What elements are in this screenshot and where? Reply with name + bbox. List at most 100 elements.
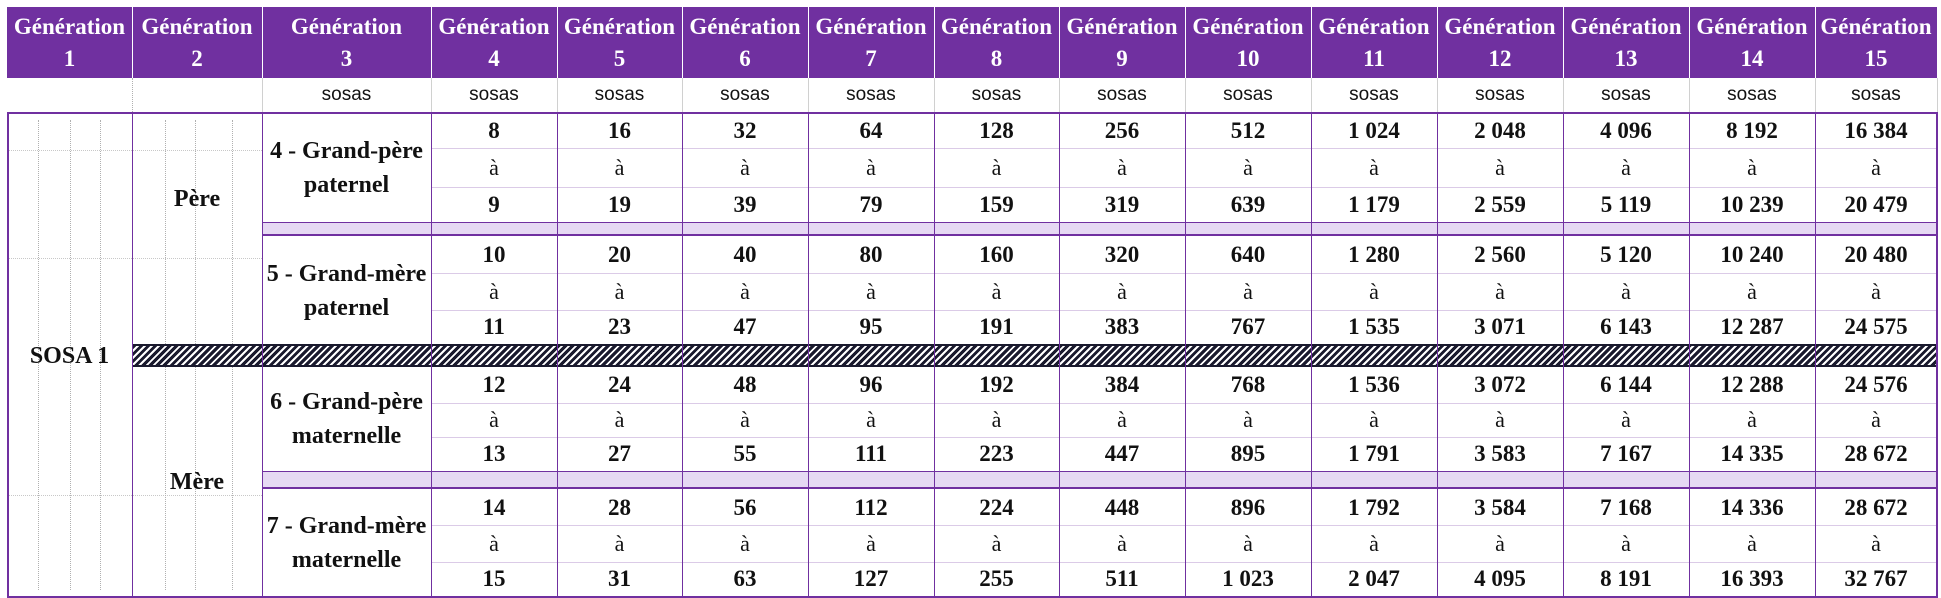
- grid-dotted-line: [7, 258, 262, 259]
- range-connector: à: [1185, 148, 1311, 187]
- grid-dotted-line: [7, 495, 262, 496]
- grid-line: [682, 112, 683, 598]
- grandparent-label-line2: maternelle: [291, 423, 402, 449]
- range-connector-text: à: [1243, 530, 1253, 556]
- range-connector-text: à: [489, 407, 499, 432]
- range-connector: à: [1815, 403, 1937, 437]
- sosa-range-start: 8 192: [1689, 114, 1815, 148]
- column-header: Génération 10: [1185, 7, 1311, 78]
- sosa-range-end-value: 19: [608, 191, 631, 217]
- sosas-label: sosas: [431, 78, 557, 112]
- sosa-range-start: 7 168: [1563, 490, 1689, 525]
- range-connector: à: [1563, 148, 1689, 187]
- range-connector-text: à: [489, 278, 499, 304]
- sosa-range-start-value: 20: [608, 242, 631, 267]
- range-connector: à: [1437, 148, 1563, 187]
- block-separator: [262, 222, 1937, 235]
- grid-line: [934, 78, 935, 112]
- sosa-range-end: 39: [682, 187, 808, 222]
- range-connector-text: à: [1747, 407, 1757, 432]
- sosa-range-end-value: 2 559: [1474, 191, 1526, 217]
- sosa-range-end: 511: [1059, 562, 1185, 596]
- range-connector: à: [557, 148, 682, 187]
- sosa-range-start-value: 4 096: [1600, 118, 1652, 143]
- grandparent-label: 6 - Grand-père maternelle: [262, 367, 431, 471]
- range-connector-text: à: [1871, 278, 1881, 304]
- column-header-number: 1: [63, 45, 76, 71]
- sosa-range-start-value: 20 480: [1844, 242, 1908, 267]
- grid-line: [557, 78, 558, 112]
- range-connector: à: [1689, 525, 1815, 562]
- sosa-range-end-value: 3 583: [1474, 441, 1526, 466]
- sosa-range-start: 1 536: [1311, 367, 1437, 403]
- sosa-range-end-value: 2 047: [1348, 566, 1400, 591]
- range-connector-text: à: [1117, 278, 1127, 304]
- column-header-word: Génération: [1318, 13, 1430, 39]
- column-header-number: 13: [1614, 45, 1638, 71]
- column-header-word: Génération: [13, 13, 126, 39]
- range-connector-text: à: [1369, 407, 1379, 432]
- sosa-range-end-value: 8 191: [1600, 566, 1652, 591]
- grid-dotted-line: [100, 120, 101, 590]
- sosa-range-start-value: 2 048: [1474, 118, 1526, 143]
- range-connector-text: à: [614, 530, 625, 556]
- sosa-range-end-value: 255: [979, 566, 1014, 591]
- sosa-range-end-value: 55: [733, 441, 757, 466]
- grandparent-label: 5 - Grand-mère paternel: [262, 237, 431, 344]
- column-header-word: Génération: [815, 13, 927, 39]
- column-header-number: 15: [1864, 45, 1888, 71]
- range-connector: à: [1563, 273, 1689, 310]
- header-divider: [1059, 7, 1060, 78]
- grid-dotted-line: [132, 78, 133, 112]
- sosa-range-start-value: 112: [854, 494, 888, 520]
- sosa-range-end-value: 767: [1230, 314, 1266, 339]
- range-connector-text: à: [1621, 407, 1631, 432]
- sosa-range-start: 6 144: [1563, 367, 1689, 403]
- sosa-range-end-value: 63: [733, 566, 757, 591]
- sosa-range-end-value: 319: [1104, 191, 1140, 217]
- sosa-range-start: 16: [557, 114, 682, 148]
- header-divider: [1815, 7, 1816, 78]
- grid-line: [1185, 112, 1186, 598]
- range-connector-text: à: [1747, 530, 1757, 556]
- sosa-range-start-value: 5 120: [1600, 242, 1652, 267]
- range-connector: à: [1059, 273, 1185, 310]
- sosa-range-start: 512: [1185, 114, 1311, 148]
- grid-line: [431, 78, 432, 112]
- grid-line: [1937, 78, 1938, 112]
- parent-label-text: Père: [173, 186, 221, 212]
- grid-line: [1437, 112, 1438, 598]
- grid-line: [1437, 78, 1438, 112]
- sosas-label-text: sosas: [469, 84, 519, 105]
- range-connector: à: [1311, 525, 1437, 562]
- range-connector: à: [934, 525, 1059, 562]
- grid-line: [808, 78, 809, 112]
- range-connector-text: à: [1747, 278, 1757, 304]
- range-connector: à: [682, 403, 808, 437]
- sosa-range-start: 2 560: [1437, 237, 1563, 273]
- sosa-range-end: 5 119: [1563, 187, 1689, 222]
- grid-line: [808, 112, 809, 598]
- range-connector-text: à: [1621, 278, 1631, 304]
- range-connector: à: [1437, 273, 1563, 310]
- sosa-range-end: 55: [682, 437, 808, 471]
- sosa-range-start: 1 280: [1311, 237, 1437, 273]
- sosa-range-end-value: 1 791: [1348, 441, 1400, 466]
- sosa-range-start-value: 192: [979, 372, 1014, 397]
- sosa-range-end: 24 575: [1815, 310, 1937, 344]
- sosa-range-end-value: 27: [608, 441, 631, 466]
- sosa-range-end-value: 10 239: [1720, 191, 1784, 217]
- sosa-range-start-value: 80: [859, 242, 883, 267]
- sosa-range-end: 1 791: [1311, 437, 1437, 471]
- sosa-range-end: 63: [682, 562, 808, 596]
- parent-label-text: Mère: [169, 468, 225, 495]
- sosa-range-start-value: 8 192: [1726, 118, 1778, 143]
- grid-line: [431, 112, 432, 598]
- sosa-range-start: 3 584: [1437, 490, 1563, 525]
- range-connector: à: [682, 148, 808, 187]
- sosa-range-end-value: 1 179: [1348, 191, 1400, 217]
- sosa-range-end: 14 335: [1689, 437, 1815, 471]
- sosa-range-start: 8: [431, 114, 557, 148]
- sosa-range-end: 10 239: [1689, 187, 1815, 222]
